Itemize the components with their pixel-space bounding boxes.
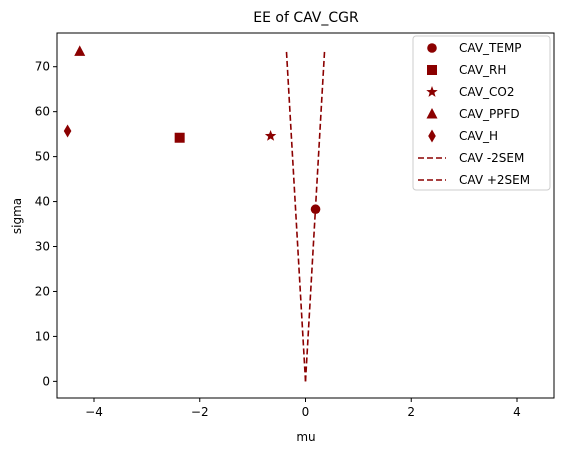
- point-cav-h: [63, 124, 72, 138]
- x-axis: −4 −2 0 2 4: [85, 398, 521, 419]
- x-tick-label: −2: [191, 405, 209, 419]
- line-cav-2sem: [285, 51, 307, 382]
- legend-label: CAV -2SEM: [459, 151, 524, 165]
- x-axis-label: mu: [296, 430, 315, 444]
- y-axis-label: sigma: [10, 198, 24, 234]
- data-points: [63, 45, 321, 215]
- legend-marker-cav-rh: [427, 65, 437, 75]
- point-cav-co2: [264, 129, 277, 141]
- legend-label: CAV +2SEM: [459, 173, 530, 187]
- legend-label: CAV_CO2: [459, 85, 515, 99]
- y-tick-label: 10: [35, 329, 50, 343]
- legend-marker-cav-co2: [426, 86, 438, 97]
- y-tick-label: 60: [35, 105, 50, 119]
- y-tick-label: 30: [35, 240, 50, 254]
- y-axis: 0 10 20 30 40 50 60 70: [35, 60, 57, 388]
- legend-label: CAV_H: [459, 129, 498, 143]
- legend-marker-cav-h: [428, 129, 436, 143]
- legend-items: CAV_TEMP CAV_RH CAV_CO2 CAV_PPFD CAV_H CAV -2…: [418, 41, 530, 187]
- reference-lines: [285, 51, 326, 382]
- y-tick-label: 70: [35, 60, 50, 74]
- point-cav-rh: [174, 132, 185, 143]
- x-tick-label: 0: [302, 405, 310, 419]
- x-tick-label: 4: [513, 405, 521, 419]
- x-tick-label: −4: [85, 405, 103, 419]
- y-tick-label: 50: [35, 150, 50, 164]
- legend-label: CAV_RH: [459, 63, 506, 77]
- legend-frame: [412, 35, 551, 191]
- y-tick-label: 0: [42, 374, 50, 388]
- x-tick-label: 2: [407, 405, 415, 419]
- legend-label: CAV_PPFD: [459, 107, 520, 121]
- y-tick-label: 20: [35, 284, 50, 298]
- point-cav-temp: [310, 204, 321, 215]
- chart-title: EE of CAV_CGR: [253, 10, 359, 26]
- legend-label: CAV_TEMP: [459, 41, 522, 55]
- legend-marker-cav-temp: [427, 43, 437, 53]
- point-cav-ppfd: [74, 45, 86, 56]
- legend: CAV_TEMP CAV_RH CAV_CO2 CAV_PPFD CAV_H CAV -2…: [412, 35, 551, 191]
- y-tick-label: 40: [35, 195, 50, 209]
- legend-marker-cav-ppfd: [426, 108, 438, 119]
- line-cav-2sem: [304, 51, 326, 382]
